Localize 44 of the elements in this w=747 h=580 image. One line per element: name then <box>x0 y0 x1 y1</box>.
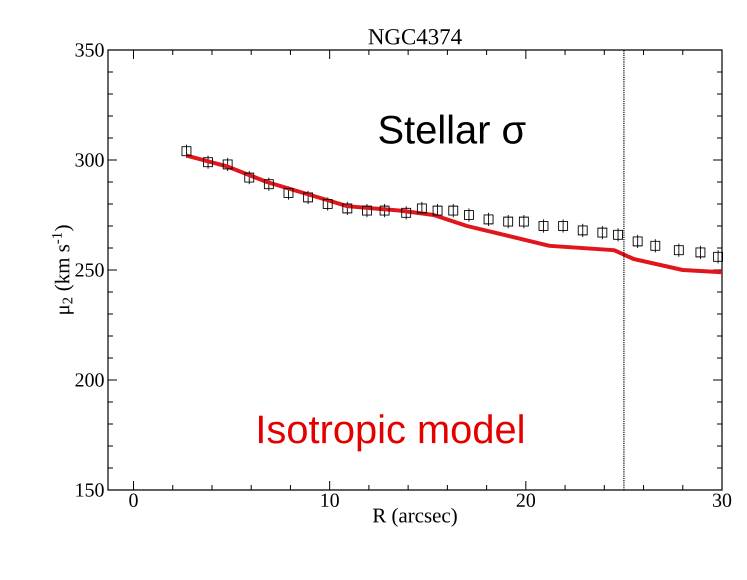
point <box>380 206 390 216</box>
point <box>484 214 494 224</box>
point <box>503 216 514 227</box>
point <box>322 199 333 209</box>
x-tick-label: 20 <box>516 494 536 507</box>
point <box>264 179 274 190</box>
point <box>401 208 412 218</box>
point <box>448 206 458 216</box>
y-tick-label: 350 <box>76 43 104 57</box>
point <box>632 236 643 246</box>
y-axis-title: μ$_{2}$ (km s$^{-1}$) <box>52 225 74 314</box>
point <box>695 247 706 258</box>
y-tick-label: 200 <box>75 373 104 387</box>
point <box>650 240 660 251</box>
point <box>597 228 608 238</box>
point <box>464 210 474 220</box>
point <box>303 192 314 202</box>
point <box>613 230 623 240</box>
point <box>244 172 254 183</box>
y-tick-label: 300 <box>76 153 104 167</box>
x-tick-label: 0 <box>129 494 138 507</box>
x-axis-title: R (arcsec) <box>372 508 457 527</box>
point <box>538 221 548 231</box>
point <box>674 245 684 256</box>
point <box>182 146 192 156</box>
point <box>362 206 372 216</box>
point <box>222 159 233 170</box>
annotation: Stellar σ <box>379 114 526 144</box>
point <box>416 203 427 214</box>
point <box>284 188 294 198</box>
y-tick-label: 250 <box>75 263 104 277</box>
point <box>713 252 724 262</box>
point <box>518 216 529 227</box>
x-tick-label: 10 <box>321 494 339 507</box>
chart-title: NGC4374 <box>368 29 462 44</box>
annotation: Isotropic model <box>259 414 523 452</box>
point <box>578 225 588 236</box>
line-series <box>184 154 724 274</box>
point <box>203 157 213 168</box>
x-tick-label: 30 <box>712 494 732 507</box>
point <box>342 203 352 214</box>
point <box>432 206 442 216</box>
y-tick-label: 150 <box>76 483 104 497</box>
point <box>558 221 568 231</box>
